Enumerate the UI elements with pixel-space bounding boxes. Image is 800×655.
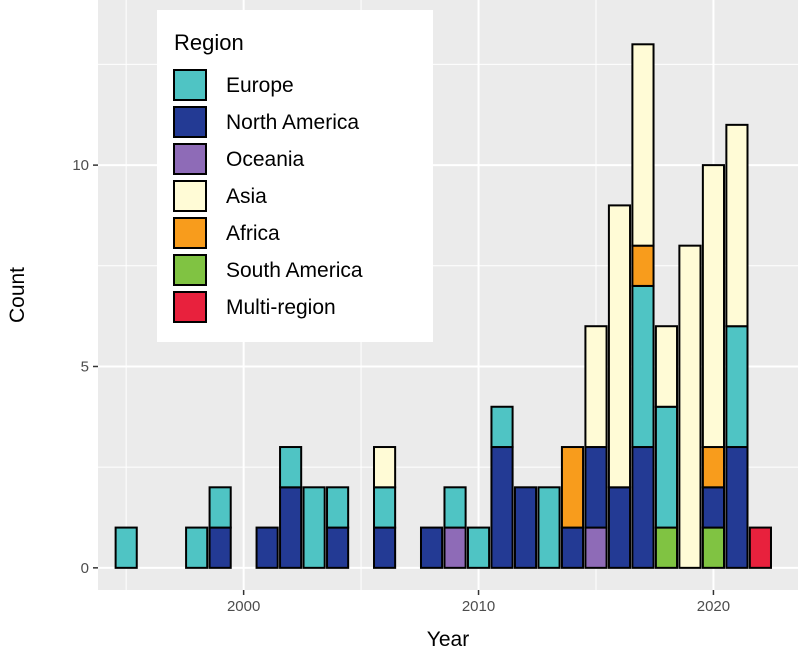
bar-2021-north-america	[725, 446, 749, 569]
bar-2011-north-america	[490, 446, 514, 569]
bar-2003-europe	[302, 486, 326, 569]
bar-2021-asia	[725, 123, 749, 328]
bar-2001-north-america	[255, 526, 279, 569]
x-axis: 2000 2010 2020	[227, 590, 730, 615]
y-axis: 0 5 10	[72, 157, 98, 577]
legend-label: North America	[226, 111, 359, 134]
bar-1998-europe	[185, 526, 209, 569]
legend-label: South America	[226, 259, 363, 282]
legend-key	[173, 217, 207, 249]
y-axis-title: Count	[6, 267, 29, 323]
legend-label: Africa	[226, 222, 280, 245]
bar-2012-north-america	[513, 486, 538, 569]
x-tick-label: 2000	[227, 598, 260, 615]
bar-2010-europe	[466, 526, 491, 569]
y-tick-label: 0	[81, 560, 89, 577]
bar-2016-asia	[607, 204, 632, 489]
bar-2015-oceania	[584, 526, 608, 569]
x-tick-label: 2010	[462, 598, 495, 615]
legend-key	[173, 69, 207, 101]
y-tick-label: 10	[72, 157, 89, 174]
legend-label: Multi-region	[226, 296, 336, 319]
x-axis-title: Year	[427, 628, 469, 651]
bar-2017-asia	[631, 43, 655, 247]
bars	[114, 43, 772, 569]
bar-2017-europe	[631, 284, 655, 449]
bar-2020-south-america	[701, 526, 726, 569]
legend-key	[173, 254, 207, 286]
legend-key	[173, 106, 207, 138]
bar-2014-north-america	[560, 526, 585, 569]
y-tick-label: 5	[81, 358, 89, 375]
bar-2004-north-america	[326, 526, 350, 569]
bar-2009-europe	[443, 486, 467, 529]
bar-2022-multi-region	[748, 526, 772, 569]
bar-2016-north-america	[607, 486, 632, 569]
legend-label: Europe	[226, 74, 294, 97]
bar-1999-north-america	[208, 526, 232, 569]
bar-2015-north-america	[584, 446, 608, 529]
bar-2006-north-america	[373, 526, 397, 569]
bar-2004-europe	[326, 486, 350, 529]
bar-2019-asia	[678, 244, 702, 569]
bar-2018-asia	[654, 325, 679, 408]
bar-2021-europe	[725, 325, 749, 449]
bar-2002-north-america	[279, 486, 303, 569]
bar-2015-asia	[584, 325, 608, 449]
bar-2006-asia	[373, 446, 397, 489]
bar-2011-europe	[490, 405, 514, 449]
bar-2020-asia	[701, 164, 726, 449]
legend-label: Oceania	[226, 148, 305, 171]
legend-items: Europe North America Oceania Asia Africa Sout…	[173, 69, 363, 323]
bar-2018-south-america	[654, 526, 679, 569]
legend-label: Asia	[226, 185, 267, 208]
bar-2020-africa	[701, 446, 726, 489]
legend-key	[173, 291, 207, 323]
bar-1999-europe	[208, 486, 232, 529]
legend-key	[173, 143, 207, 175]
bar-2013-europe	[537, 486, 561, 569]
bar-2014-africa	[560, 446, 585, 529]
legend-background	[157, 10, 433, 342]
x-tick-label: 2020	[697, 598, 730, 615]
bar-2017-africa	[631, 244, 655, 287]
bar-2020-north-america	[701, 486, 726, 529]
bar-2017-north-america	[631, 446, 655, 569]
legend-title: Region	[174, 30, 244, 55]
bar-2002-europe	[279, 446, 303, 489]
bar-2006-europe	[373, 486, 397, 529]
bar-2009-oceania	[443, 526, 467, 569]
bar-2018-europe	[654, 405, 679, 529]
bar-1995-europe	[114, 526, 138, 569]
legend-key	[173, 180, 207, 212]
legend: Region Europe North America Oceania Asia Afr…	[157, 10, 433, 342]
bar-2008-north-america	[419, 526, 444, 569]
